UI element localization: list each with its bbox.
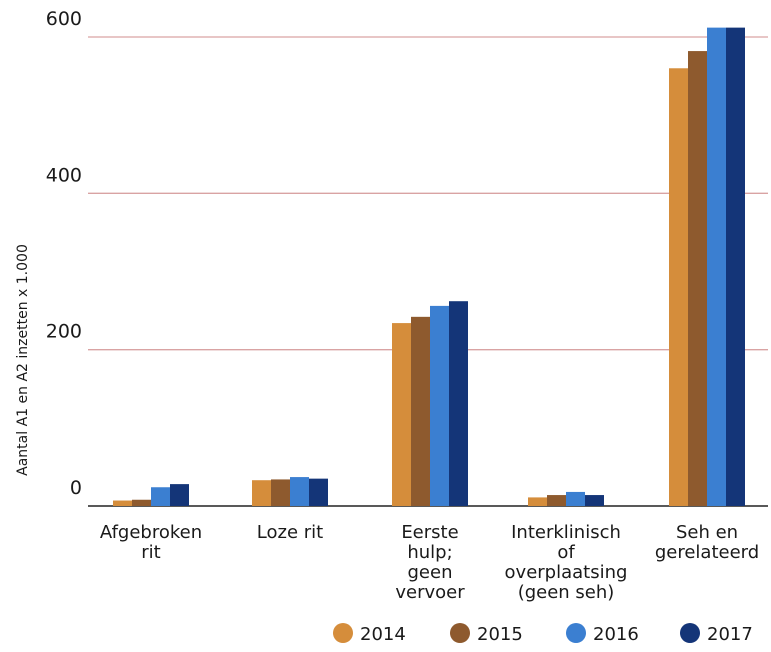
bar-2016-4 [707, 27, 726, 507]
category-label: hulp; [407, 542, 452, 563]
bars [113, 27, 745, 507]
category-label: Seh en [676, 522, 738, 543]
bar-2015-3 [547, 495, 566, 506]
category-label: Interklinisch [511, 522, 621, 543]
legend-label-2014: 2014 [360, 624, 406, 645]
category-label: rit [141, 542, 160, 563]
y-tick-label: 400 [46, 164, 82, 186]
legend-label-2017: 2017 [707, 624, 753, 645]
legend-marker-2016 [566, 623, 586, 643]
category-label: of [557, 542, 575, 563]
category-label: gerelateerd [655, 542, 759, 563]
bar-2015-0 [132, 499, 151, 506]
bar-2017-0 [170, 484, 189, 506]
legend-marker-2017 [680, 623, 700, 643]
category-label: (geen seh) [518, 582, 615, 603]
bar-2016-3 [566, 491, 585, 506]
bar-2017-3 [585, 495, 604, 506]
bar-2017-4 [726, 27, 745, 507]
legend: 2014 2015 2016 2017 [333, 623, 753, 645]
bar-2017-1 [309, 478, 328, 506]
bar-2014-3 [528, 497, 547, 506]
y-axis-label: Aantal A1 en A2 inzetten x 1.000 [15, 244, 31, 476]
category-label: Eerste [401, 522, 458, 543]
legend-label-2016: 2016 [593, 624, 639, 645]
bar-2014-0 [113, 500, 132, 506]
bar-2015-4 [688, 51, 707, 506]
bar-2014-4 [669, 68, 688, 507]
y-tick-labels: 0 200 400 600 [46, 8, 82, 499]
category-label: Loze rit [257, 522, 323, 543]
legend-marker-2015 [450, 623, 470, 643]
category-label: geen [408, 562, 453, 583]
bar-2016-2 [430, 305, 449, 506]
category-label: vervoer [395, 582, 465, 603]
bar-2016-0 [151, 487, 170, 506]
y-tick-label: 600 [46, 8, 82, 30]
y-tick-label: 200 [46, 321, 82, 343]
bar-2015-2 [411, 316, 430, 506]
legend-marker-2014 [333, 623, 353, 643]
legend-label-2015: 2015 [477, 624, 523, 645]
bar-2016-1 [290, 477, 309, 506]
bar-2014-1 [252, 480, 271, 506]
bar-2015-1 [271, 479, 290, 506]
category-label: overplaatsing [505, 562, 628, 583]
bar-2014-2 [392, 323, 411, 506]
y-tick-label: 0 [70, 477, 82, 499]
category-label: Afgebroken [100, 522, 202, 543]
bar-2017-2 [449, 301, 468, 506]
